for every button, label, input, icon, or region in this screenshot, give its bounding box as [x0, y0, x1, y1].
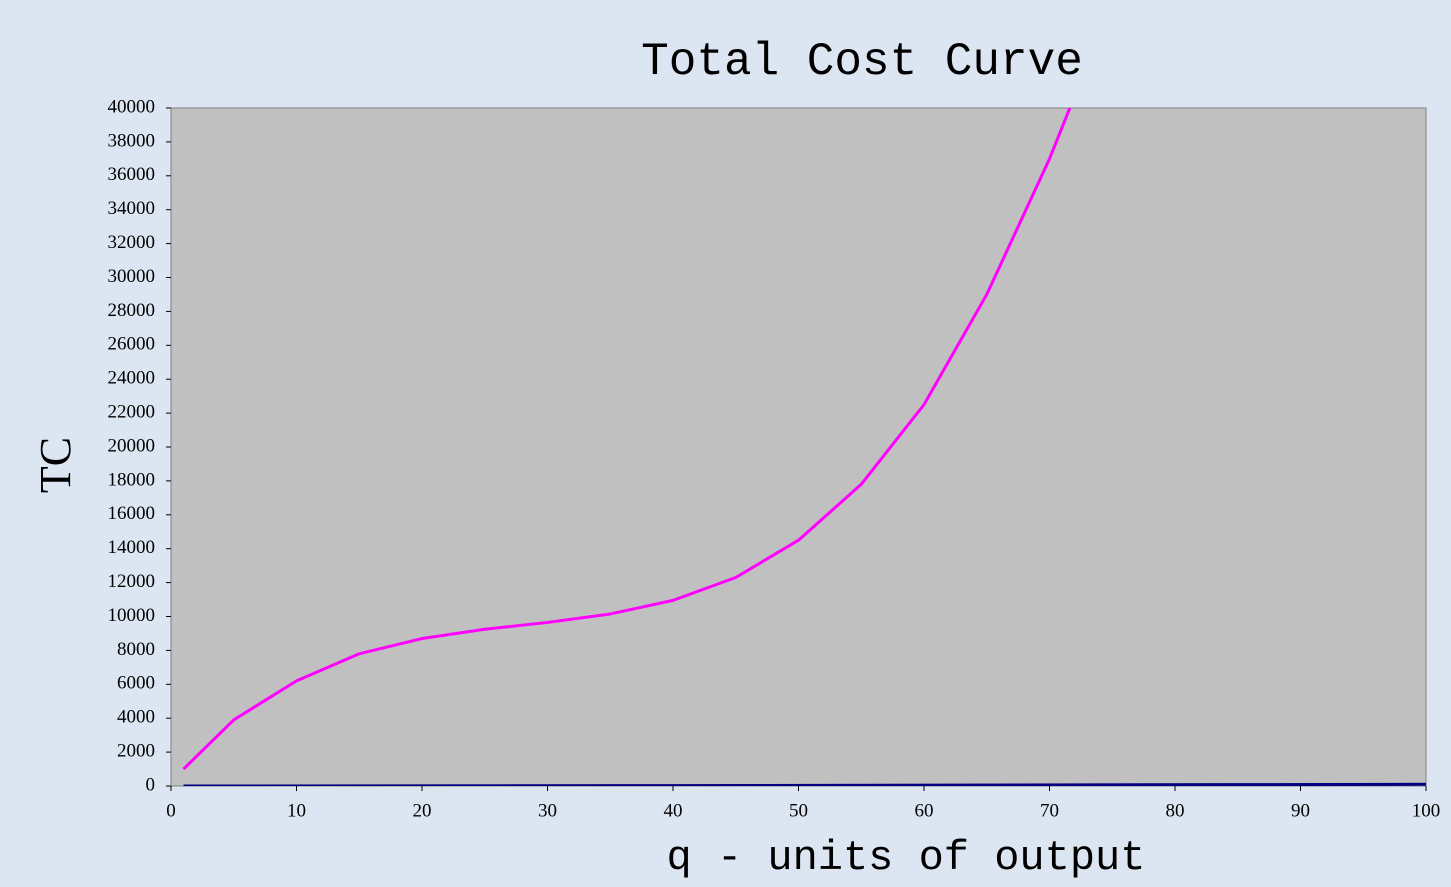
x-tick-label: 10 — [287, 800, 306, 821]
plot-lines — [182, 108, 1426, 786]
x-tick-label: 50 — [789, 800, 808, 821]
y-tick-label: 28000 — [108, 300, 156, 321]
y-tick-label: 8000 — [117, 639, 155, 660]
y-tick-label: 34000 — [108, 198, 156, 219]
x-tick-label: 40 — [664, 800, 683, 821]
x-tick-label: 30 — [538, 800, 557, 821]
y-tick-label: 30000 — [108, 266, 156, 287]
y-tick-label: 36000 — [108, 164, 156, 185]
x-tick-label: 90 — [1291, 800, 1310, 821]
y-tick-label: 6000 — [117, 673, 155, 694]
x-tick-label: 80 — [1166, 800, 1185, 821]
x-tick-label: 70 — [1040, 800, 1059, 821]
y-tick-label: 12000 — [108, 571, 156, 592]
x-tick-label: 0 — [166, 800, 176, 821]
y-tick-label: 20000 — [108, 435, 156, 456]
y-tick-label: 22000 — [108, 401, 156, 422]
y-tick-label: 24000 — [108, 368, 156, 389]
x-tick-label: 60 — [915, 800, 934, 821]
y-tick-label: 32000 — [108, 232, 156, 253]
x-axis-label: q - units of output — [667, 834, 1146, 882]
chart-title: Total Cost Curve — [641, 36, 1083, 88]
y-tick-label: 4000 — [117, 707, 155, 728]
y-tick-label: 38000 — [108, 130, 156, 151]
series-line — [183, 782, 1426, 786]
y-tick-label: 40000 — [108, 96, 156, 117]
y-tick-label: 0 — [146, 774, 156, 795]
y-tick-label: 10000 — [108, 605, 156, 626]
y-tick-label: 26000 — [108, 334, 156, 355]
plot-area — [170, 107, 1427, 787]
y-tick-label: 16000 — [108, 503, 156, 524]
y-tick-label: 2000 — [117, 740, 155, 761]
series-line — [182, 108, 1072, 771]
x-tick-label: 100 — [1412, 800, 1441, 821]
y-tick-label: 18000 — [108, 469, 156, 490]
x-tick-label: 20 — [413, 800, 432, 821]
y-axis-label: TC — [31, 437, 80, 493]
y-tick-label: 14000 — [108, 537, 156, 558]
